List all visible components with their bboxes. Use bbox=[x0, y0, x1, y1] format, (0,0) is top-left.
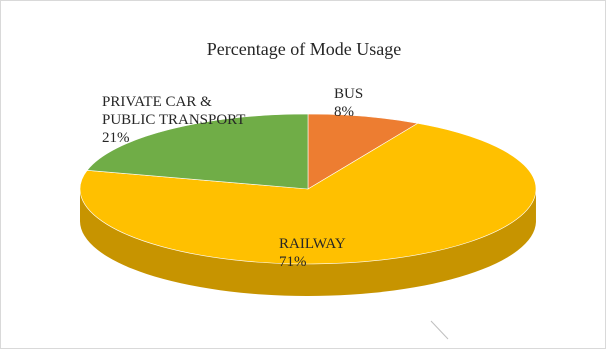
pie-slice-side-1-0 bbox=[80, 189, 536, 297]
pie-depth-layer bbox=[80, 189, 536, 297]
slice-name-label-0-0: BUS bbox=[334, 86, 363, 102]
slice-name-label-2-1: PUBLIC TRANSPORT bbox=[102, 112, 245, 128]
pie-slice-0 bbox=[307, 113, 419, 190]
slice-name-label-2-0: PRIVATE CAR & bbox=[102, 94, 212, 110]
slice-name-label-1-0: RAILWAY bbox=[279, 236, 346, 252]
slice-value-label-2: 21% bbox=[102, 130, 130, 146]
slice-label-0: BUS 8% bbox=[334, 86, 363, 120]
pie-top-layer bbox=[79, 113, 537, 265]
slice-label-2: PRIVATE CAR & PUBLIC TRANSPORT 21% bbox=[102, 94, 245, 146]
chart-title: Percentage of Mode Usage bbox=[207, 39, 401, 59]
pie-slice-1 bbox=[79, 122, 537, 265]
slice-value-label-0: 8% bbox=[334, 104, 354, 120]
slice-label-1: RAILWAY 71% bbox=[279, 236, 346, 270]
slice-value-label-1: 71% bbox=[279, 254, 307, 270]
pie-slice-2 bbox=[86, 113, 309, 190]
leader-line bbox=[430, 320, 449, 340]
pie-label-layer: BUS 8% RAILWAY 71% PRIVATE CAR & PUBLIC TRANS… bbox=[102, 86, 363, 270]
